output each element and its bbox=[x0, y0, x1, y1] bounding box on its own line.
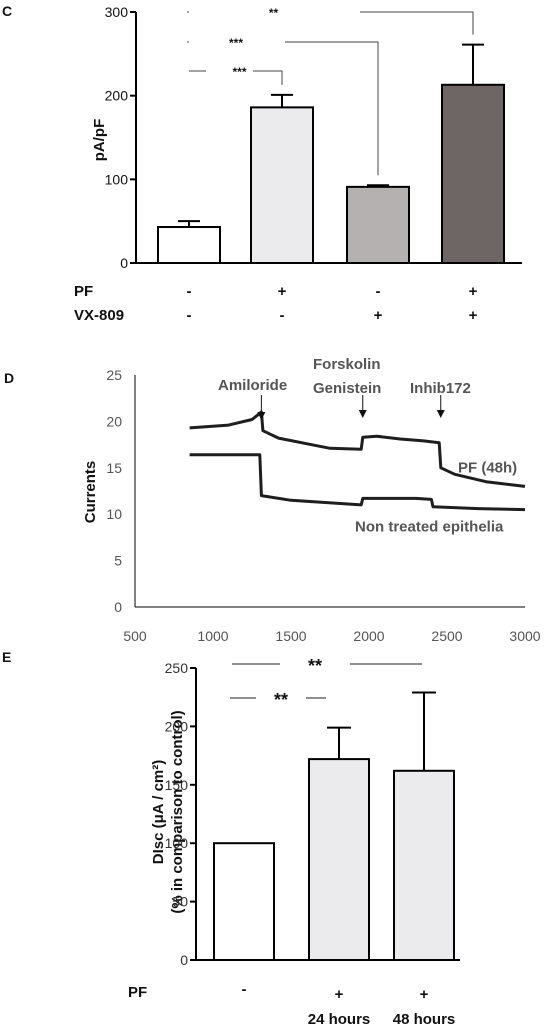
panel-c-sig-bracket bbox=[253, 70, 283, 85]
panel-c-sig-bracket bbox=[285, 41, 379, 176]
panel-d-annotation: Forskolin bbox=[313, 356, 381, 373]
panel-c-sig-label: ** bbox=[269, 6, 279, 20]
panel-c-sig-bracket bbox=[360, 11, 474, 35]
panel-d-xtick-label: 2000 bbox=[353, 628, 384, 644]
panel-d-ytick-label: 10 bbox=[106, 506, 122, 522]
panel-c-bar bbox=[346, 185, 410, 264]
panel-d-series-line bbox=[189, 453, 526, 512]
panel-c-letter: C bbox=[2, 3, 12, 19]
panel-c-condition-label: PF bbox=[74, 283, 93, 300]
panel-c-ytick-label: 0 bbox=[120, 255, 128, 271]
panel-c-condition-mark: + bbox=[469, 283, 478, 300]
panel-d-annotation: Inhib172 bbox=[410, 380, 471, 397]
panel-d-ylabel: Currents bbox=[82, 461, 99, 524]
panel-e-ytick-label: 200 bbox=[165, 718, 189, 734]
panel-e-bar bbox=[213, 842, 275, 962]
panel-e-sig-label: ** bbox=[274, 690, 288, 710]
panel-c-ytick-label: 300 bbox=[105, 4, 129, 20]
panel-c-condition-mark: + bbox=[374, 307, 383, 324]
panel-d-annotation-arrowhead bbox=[358, 410, 367, 418]
panel-d-ytick-label: 5 bbox=[114, 553, 122, 569]
panel-d-xtick-label: 1000 bbox=[197, 628, 228, 644]
panel-e-condition-mark: + bbox=[420, 986, 429, 1003]
panel-d: D Currents 0 5 10 15 20 25 500 1000 1500 2000 2500… bbox=[4, 356, 541, 644]
panel-e-ytick-label: 0 bbox=[180, 952, 188, 968]
panel-d-annotation-arrowhead bbox=[436, 410, 445, 418]
panel-c-bar bbox=[250, 106, 314, 264]
panel-c-ylabel: pA/pF bbox=[91, 119, 108, 162]
panel-c-condition-mark: + bbox=[469, 307, 478, 324]
panel-c-condition-mark: + bbox=[278, 283, 287, 300]
panel-d-letter: D bbox=[4, 370, 14, 386]
panel-e-ylabel: DIsc (μA / cm²) bbox=[150, 760, 167, 864]
panel-e-ytick-label: 250 bbox=[165, 660, 189, 676]
panel-e-sig-label: ** bbox=[308, 656, 322, 676]
panel-e-condition-mark: + bbox=[335, 986, 344, 1003]
panel-e-bar bbox=[308, 758, 370, 961]
panel-d-series-label: PF (48h) bbox=[458, 459, 517, 476]
panel-e-ytick-label: 100 bbox=[165, 835, 189, 851]
panel-d-annotation: Amiloride bbox=[218, 377, 287, 394]
panel-d-ytick-label: 25 bbox=[106, 367, 122, 383]
panel-c-condition-label: VX-809 bbox=[74, 307, 124, 324]
panel-c-condition-mark: - bbox=[187, 283, 192, 300]
panel-c-condition-mark: - bbox=[187, 307, 192, 324]
panel-e-condition-label: PF bbox=[128, 984, 147, 1001]
panel-c-condition-mark: - bbox=[280, 307, 285, 324]
panel-c-bar bbox=[441, 83, 505, 265]
panel-c-bar bbox=[157, 226, 221, 264]
panel-d-xtick-label: 3000 bbox=[509, 628, 540, 644]
panel-e-ylabel-2: (% in comparison to control) bbox=[169, 710, 186, 913]
panel-d-series-label: Non treated epithelia bbox=[355, 519, 504, 536]
panel-d-xtick-label: 500 bbox=[123, 628, 147, 644]
panel-c-ytick-label: 100 bbox=[105, 171, 129, 187]
panel-d-ytick-label: 0 bbox=[114, 599, 122, 615]
panel-e-letter: E bbox=[2, 649, 11, 665]
panel-e-sublabel: 48 hours bbox=[393, 1011, 456, 1028]
panel-c-ytick-label: 200 bbox=[105, 88, 129, 104]
panel-d-annotation: Genistein bbox=[313, 380, 381, 397]
panel-e-bar bbox=[393, 769, 455, 961]
panel-e: E DIsc (μA / cm²) (% in comparison to co… bbox=[2, 649, 460, 1028]
panel-d-annotation-arrowhead bbox=[257, 412, 266, 420]
panel-d-xtick-label: 1500 bbox=[275, 628, 306, 644]
panel-e-condition-mark: - bbox=[242, 981, 247, 998]
panel-d-ytick-label: 20 bbox=[106, 413, 122, 429]
panel-e-sublabel: 24 hours bbox=[308, 1011, 371, 1028]
panel-c-condition-mark: - bbox=[376, 283, 381, 300]
panel-d-xtick-label: 2500 bbox=[431, 628, 462, 644]
panel-e-ytick-label: 150 bbox=[165, 777, 189, 793]
panel-c-sig-label: *** bbox=[229, 36, 243, 50]
panel-e-ytick-label: 50 bbox=[172, 894, 188, 910]
panel-d-ytick-label: 15 bbox=[106, 460, 122, 476]
panel-c-sig-label: *** bbox=[232, 65, 246, 79]
